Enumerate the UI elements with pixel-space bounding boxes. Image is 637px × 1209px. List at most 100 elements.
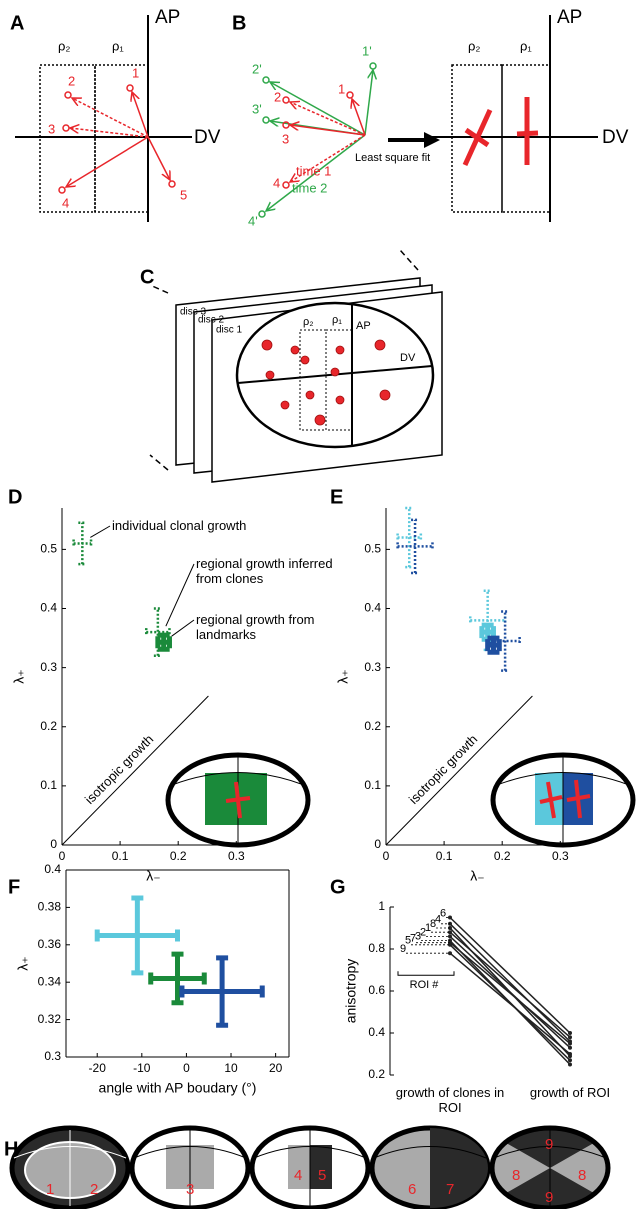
y-axis-label: anisotropy [343, 959, 359, 1024]
panel-h: H 1 2 3 4 5 6 7 9 8 8 9 [4, 1128, 620, 1208]
region-label: 9 [545, 1189, 553, 1206]
axis-label: DV [194, 127, 221, 148]
x-tick-label: growth of clones in ROI [395, 1085, 505, 1115]
figure-canvas: A AP DV ρ₂ ρ₁ 1 2 3 4 5 B 1' 2' 3' 4' 1 … [0, 0, 637, 1209]
panel-label: F [8, 876, 20, 898]
y-tick-label: 0.3 [364, 660, 381, 674]
annotation-pointer [172, 620, 194, 636]
axis-label: AP [557, 7, 582, 28]
x-tick-label: 20 [269, 1061, 283, 1075]
series-line [450, 928, 570, 1056]
bracket [398, 971, 454, 975]
figure: A AP DV ρ₂ ρ₁ 1 2 3 4 5 B 1' 2' 3' 4' 1 … [0, 0, 637, 1209]
region-label: ρ₂ [303, 316, 314, 328]
x-tick-label: -10 [133, 1061, 151, 1075]
region-label: 3 [186, 1181, 194, 1198]
y-tick-label: 0 [374, 837, 381, 851]
point [568, 1054, 572, 1058]
diagonal-label: isotropic growth [82, 731, 157, 806]
point [568, 1063, 572, 1067]
annotation-pointer [166, 564, 194, 626]
legend-label: time 1 [296, 163, 331, 178]
region-label: ρ₁ [520, 38, 532, 53]
y-tick-label: 0.1 [40, 778, 57, 792]
x-tick-label: 0.3 [552, 849, 569, 863]
x-tick-label: 0.3 [228, 849, 245, 863]
y-tick-label: 0.32 [38, 1012, 62, 1026]
clone-label: 3 [282, 131, 289, 146]
y-tick-label: 1 [378, 899, 385, 913]
region-label: ρ₁ [332, 314, 342, 326]
clone-label: 5 [180, 187, 187, 202]
panel-label: A [10, 12, 24, 34]
x-tick-label: -20 [89, 1061, 107, 1075]
clone-label: 2 [274, 89, 281, 104]
x-tick-label: 0.2 [494, 849, 511, 863]
region-label: 5 [318, 1167, 326, 1184]
legend-label: time 2 [292, 180, 327, 195]
y-tick-label: 0.3 [44, 1049, 61, 1063]
y-tick-label: 0.6 [368, 983, 385, 997]
x-axis-label: λ₋ [470, 868, 484, 884]
clone-label: 2 [68, 73, 75, 88]
inset-e [493, 755, 633, 845]
panel-label: D [8, 486, 22, 508]
y-tick-label: 0.2 [364, 719, 381, 733]
annotation: regional growth inferred from clones [196, 556, 336, 586]
region-label: 2 [90, 1181, 98, 1198]
point [568, 1035, 572, 1039]
y-tick-label: 0.4 [364, 601, 381, 615]
y-tick-label: 0.38 [38, 900, 62, 914]
region-label: 7 [446, 1181, 454, 1198]
region-label: 4 [294, 1167, 302, 1184]
series-line [450, 941, 570, 1065]
panel-a: A AP DV ρ₂ ρ₁ 1 2 3 4 5 [10, 7, 221, 222]
series-line [450, 924, 570, 1042]
clone-label: 2' [252, 61, 262, 76]
y-tick-label: 0 [50, 837, 57, 851]
point [568, 1031, 572, 1035]
panel-label: E [330, 486, 343, 508]
diagonal-label: isotropic growth [406, 731, 481, 806]
axis-label: DV [400, 352, 416, 364]
y-tick-label: 0.8 [368, 941, 385, 955]
y-axis-label: λ₊ [335, 669, 351, 683]
axis-label: DV [602, 127, 629, 148]
panel-b: B 1' 2' 3' 4' 1 2 3 4 time 1 time 2 Leas… [232, 7, 629, 228]
x-tick-label: 0.1 [436, 849, 453, 863]
point [568, 1046, 572, 1050]
region-label: 9 [545, 1136, 553, 1153]
inset-d [168, 755, 308, 845]
series-label: 6 [440, 907, 446, 919]
y-axis-label: λ₊ [15, 956, 31, 970]
y-tick-label: 0.5 [364, 542, 381, 556]
x-tick-label: 0 [383, 849, 390, 863]
disc-label: disc 1 [216, 325, 243, 336]
region-label: ρ₂ [58, 38, 70, 53]
region-label: 1 [46, 1181, 54, 1198]
y-tick-label: 0.34 [38, 974, 62, 988]
panel-label: G [330, 876, 346, 898]
y-axis-label: λ₊ [11, 669, 27, 683]
x-tick-label: growth of ROI [515, 1085, 625, 1100]
y-tick-label: 0.2 [40, 719, 57, 733]
clone-label: 4 [273, 175, 280, 190]
annotation-pointer [90, 526, 110, 537]
y-tick-label: 0.1 [364, 778, 381, 792]
panel-label: C [140, 266, 154, 288]
y-tick-label: 0.5 [40, 542, 57, 556]
y-tick-label: 0.4 [40, 601, 57, 615]
x-tick-label: 0.1 [112, 849, 129, 863]
clone-label: 3' [252, 101, 262, 116]
point [568, 1039, 572, 1043]
region-label: 8 [578, 1167, 586, 1184]
clone-label: 3 [48, 121, 55, 136]
clone-label: 1 [338, 81, 345, 96]
panel-c: C disc 3 disc 2 disc 1 AP DV ρ₂ ρ₁ [140, 250, 442, 482]
clone-label: 1' [362, 43, 372, 58]
point [568, 1058, 572, 1062]
axis-label: AP [155, 7, 180, 28]
x-axis-label: angle with AP boudary (°) [99, 1080, 257, 1096]
region-label: ρ₂ [468, 38, 480, 53]
x-tick-label: 0.2 [170, 849, 187, 863]
